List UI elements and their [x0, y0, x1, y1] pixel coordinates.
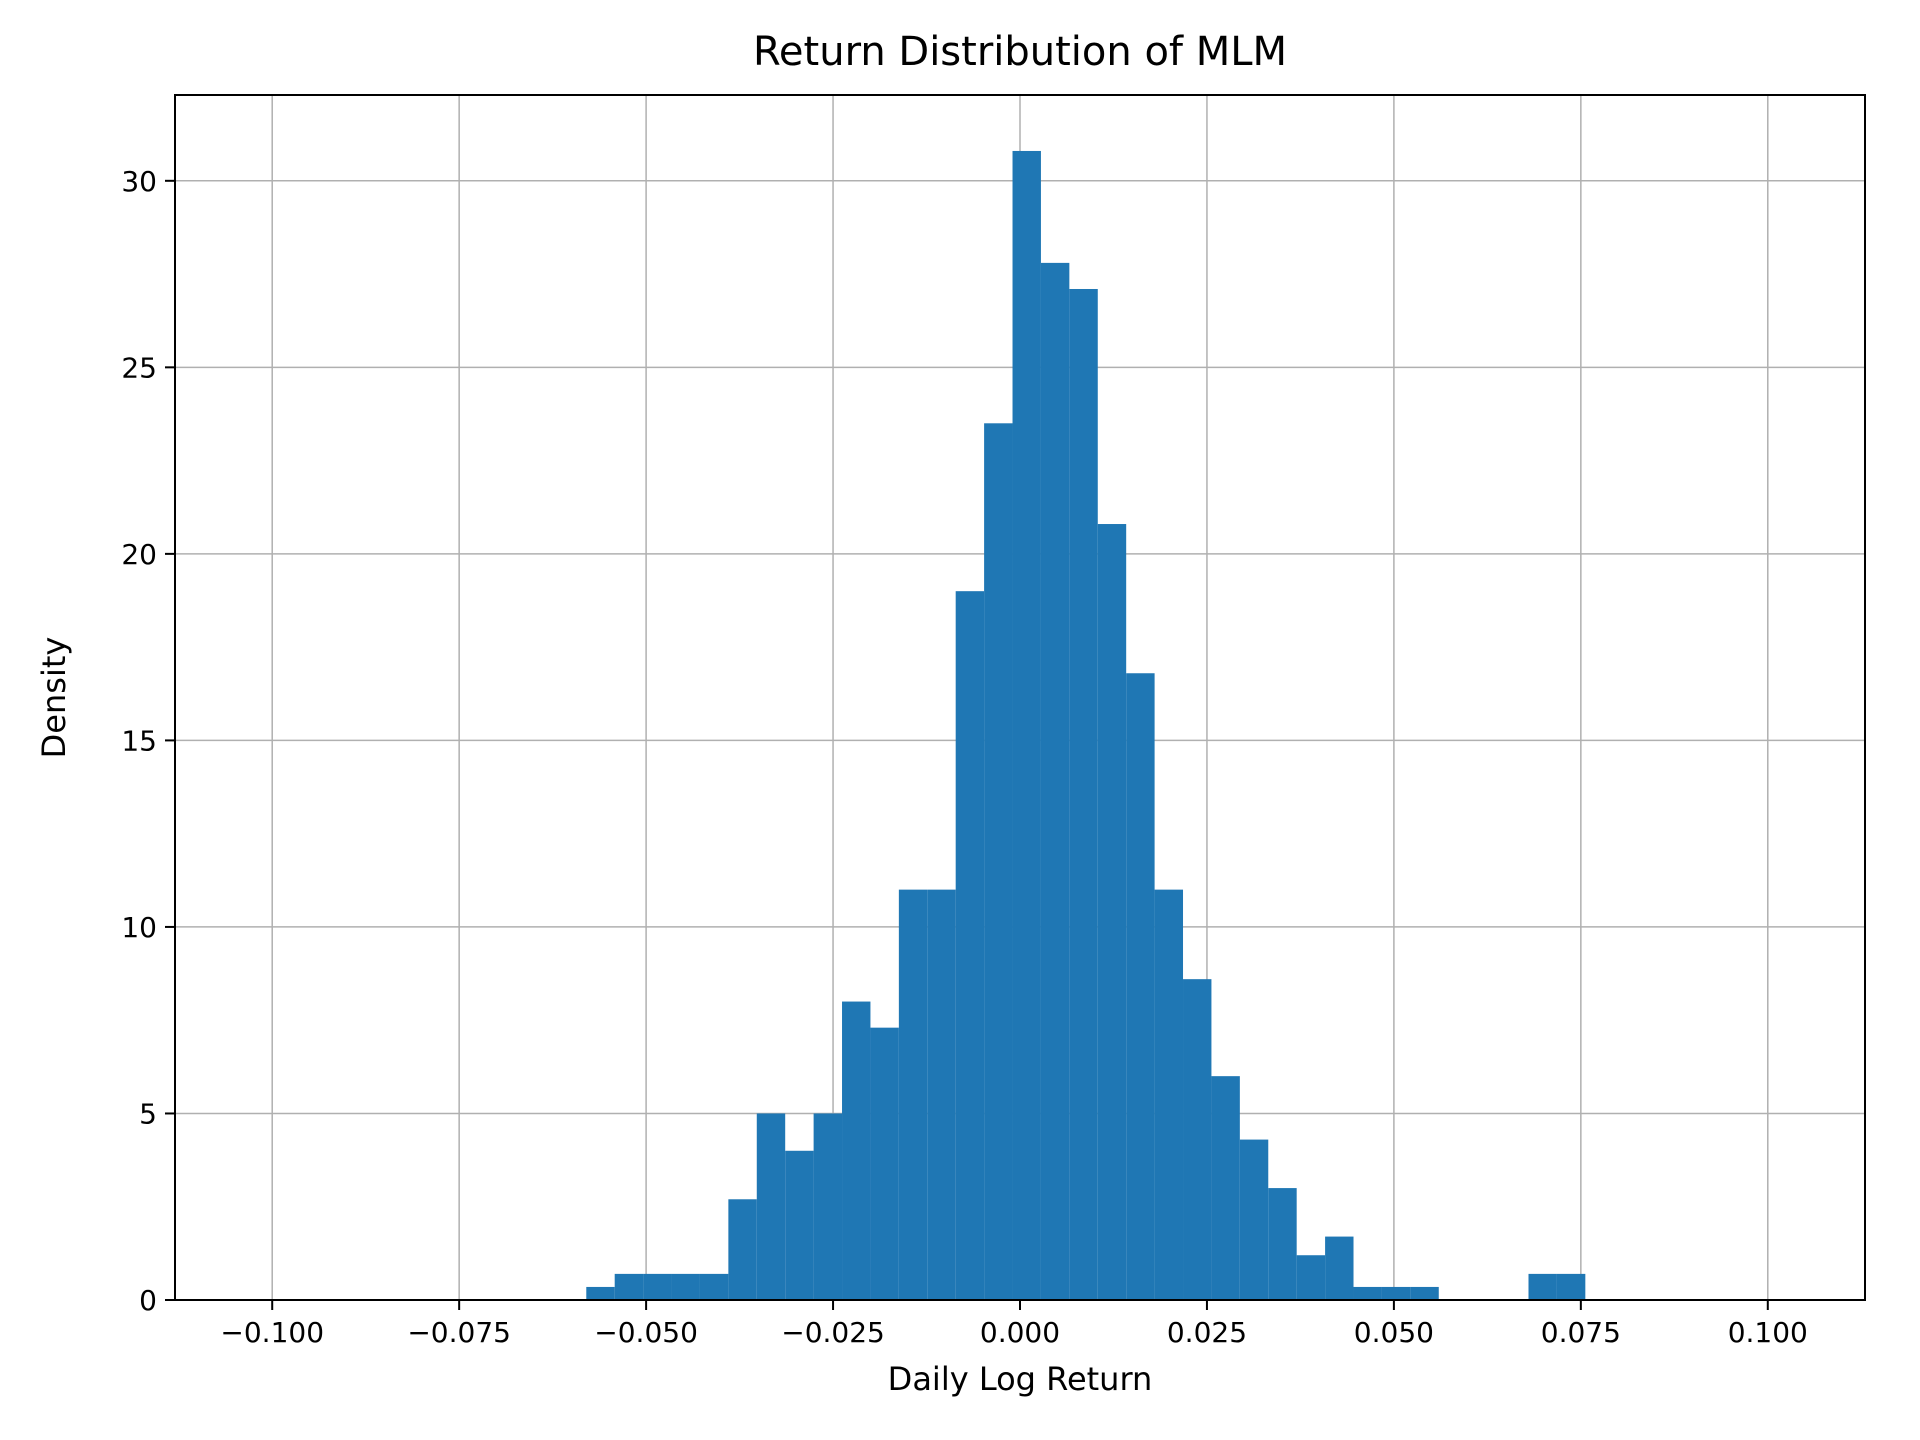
histogram-bar [1041, 263, 1069, 1300]
chart-title: Return Distribution of MLM [753, 29, 1287, 75]
histogram-bar [1098, 524, 1126, 1300]
y-tick-label: 30 [121, 165, 157, 198]
histogram-bar [842, 1002, 870, 1300]
histogram-bar [870, 1028, 898, 1300]
y-axis-label: Density [35, 637, 73, 759]
histogram-bar [1382, 1287, 1410, 1300]
x-tick-label: −0.050 [594, 1316, 698, 1349]
histogram-bar [1297, 1255, 1325, 1300]
y-tick-label: 10 [121, 911, 157, 944]
histogram-bar [1126, 673, 1154, 1300]
histogram-bar [814, 1113, 842, 1300]
x-tick-label: 0.025 [1167, 1316, 1247, 1349]
y-tick-label: 0 [139, 1284, 157, 1317]
histogram-bar [1354, 1287, 1382, 1300]
histogram-bar [785, 1151, 813, 1300]
x-tick-label: −0.100 [220, 1316, 324, 1349]
x-tick-label: 0.000 [980, 1316, 1060, 1349]
histogram-bar [927, 890, 955, 1300]
histogram-bar [1240, 1140, 1268, 1300]
histogram-bar [615, 1274, 643, 1300]
x-tick-label: 0.100 [1728, 1316, 1808, 1349]
histogram-bar [899, 890, 927, 1300]
histogram-chart: −0.100 −0.075 −0.050 −0.025 0.000 0.025 0.050 0… [0, 0, 1920, 1440]
histogram-bar [700, 1274, 728, 1300]
histogram-bar [1528, 1274, 1556, 1300]
y-tick-label: 20 [121, 538, 157, 571]
x-tick-label: 0.075 [1541, 1316, 1621, 1349]
histogram-bar [672, 1274, 700, 1300]
histogram-bar [1183, 979, 1211, 1300]
histogram-bar [1268, 1188, 1296, 1300]
x-tick-label: 0.050 [1354, 1316, 1434, 1349]
x-tick-label: −0.075 [407, 1316, 511, 1349]
y-tick-label: 15 [121, 724, 157, 757]
histogram-bar [757, 1113, 785, 1300]
histogram-bar [1410, 1287, 1438, 1300]
histogram-bar [1211, 1076, 1239, 1300]
histogram-bar [1069, 289, 1097, 1300]
y-tick-label: 5 [139, 1097, 157, 1130]
histogram-bar [1557, 1274, 1585, 1300]
histogram-bar [984, 423, 1012, 1300]
histogram-bar [728, 1199, 756, 1300]
x-tick-label: −0.025 [781, 1316, 885, 1349]
x-axis-label: Daily Log Return [888, 1360, 1153, 1398]
histogram-bar [1325, 1237, 1353, 1300]
histogram-bar [1155, 890, 1183, 1300]
y-tick-label: 25 [121, 351, 157, 384]
histogram-bar [586, 1287, 614, 1300]
histogram-bar [956, 591, 984, 1300]
histogram-bar [643, 1274, 671, 1300]
histogram-bar [1013, 151, 1041, 1300]
chart-svg: −0.100 −0.075 −0.050 −0.025 0.000 0.025 0.050 0… [0, 0, 1920, 1440]
